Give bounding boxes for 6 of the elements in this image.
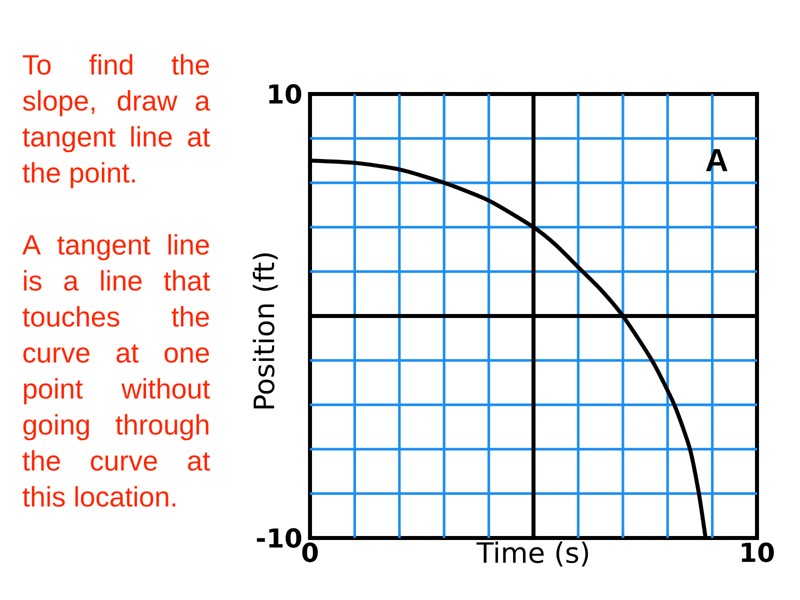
- x-axis-title: Time (s): [476, 541, 588, 566]
- text: To find the slope, draw a tangent line at the point.: [22, 54, 210, 188]
- y-tick-label: -10: [256, 528, 302, 548]
- y-axis-title: Position (ft): [252, 253, 278, 408]
- x-tick-label: 0: [302, 542, 318, 562]
- text: A tangent line is a line that touches the curve at one point without going through the curve at this location.: [22, 234, 210, 507]
